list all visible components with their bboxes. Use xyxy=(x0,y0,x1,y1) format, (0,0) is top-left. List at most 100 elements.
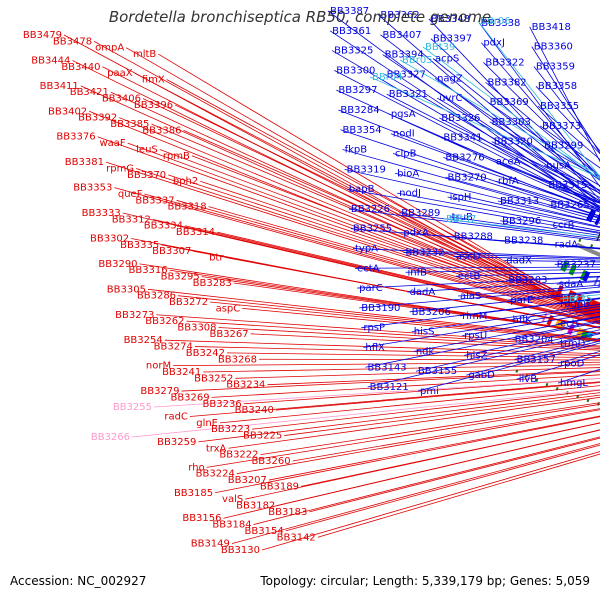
forward-gene-label: BB3320 xyxy=(494,137,533,148)
forward-gene-label: BB3326 xyxy=(441,113,480,124)
reverse-gene-label: BB3183 xyxy=(268,507,307,518)
reverse-gene-label: BB3130 xyxy=(221,545,260,556)
forward-gene-label: BB3121 xyxy=(370,382,409,393)
reverse-gene-label: BB3307 xyxy=(152,246,191,257)
forward-connector xyxy=(491,141,600,194)
forward-connector xyxy=(535,85,600,155)
forward-connector xyxy=(340,129,600,217)
reverse-gene-label: BB3185 xyxy=(174,488,213,499)
reverse-connector xyxy=(183,130,600,313)
forward-connector xyxy=(537,105,600,161)
forward-gene-label: truB xyxy=(452,212,473,223)
forward-gene-label: nodI xyxy=(393,129,415,140)
forward-gene-label: BB3155 xyxy=(418,366,457,377)
forward-connector xyxy=(367,331,600,388)
forward-gene-label: BB3387 xyxy=(330,6,369,17)
forward-gene-label: hflX xyxy=(365,342,385,353)
reverse-gene-label: bph2 xyxy=(173,176,198,187)
rna-connector xyxy=(477,20,600,178)
forward-gene-label: BB3297 xyxy=(338,85,377,96)
forward-gene-label: ccrB xyxy=(553,220,575,231)
reverse-gene-label: BB3333 xyxy=(82,208,121,219)
forward-connector xyxy=(415,329,600,372)
reverse-gene-label: BB3254 xyxy=(124,335,163,346)
forward-connector xyxy=(394,172,600,224)
reverse-gene-label: BB3272 xyxy=(169,297,208,308)
reverse-connector xyxy=(122,212,600,325)
genome-title: Bordetella bronchiseptica RB50, complete… xyxy=(108,8,492,26)
forward-gene-label: BB3327 xyxy=(387,69,426,80)
forward-connector xyxy=(516,354,600,380)
forward-gene-label: fkpB xyxy=(345,145,368,156)
forward-gene-label: BB3284 xyxy=(340,105,379,116)
reverse-gene-label: BB3314 xyxy=(176,227,215,238)
forward-gene-label: pdxA xyxy=(403,228,429,239)
gene-block xyxy=(596,304,600,316)
forward-gene-label: ispH xyxy=(450,192,472,203)
forward-connector xyxy=(434,77,600,192)
reverse-connector xyxy=(189,381,600,417)
reverse-gene-label: trxA xyxy=(206,443,227,454)
reverse-gene-label: BB3240 xyxy=(235,405,274,416)
reverse-connector xyxy=(168,174,600,317)
forward-gene-label: BB3338 xyxy=(481,18,520,29)
reverse-connector xyxy=(211,374,600,398)
reverse-connector xyxy=(186,320,600,348)
forward-gene-label: BB3362 xyxy=(380,10,419,21)
forward-gene-label: BB3313 xyxy=(500,196,539,207)
accession-text: Accession: NC_002927 xyxy=(10,574,147,588)
forward-connector xyxy=(439,117,600,199)
forward-connector xyxy=(413,316,600,352)
pseudo-gene-label: BB3266 xyxy=(91,432,130,443)
forward-connector xyxy=(483,62,600,178)
forward-connector xyxy=(500,220,600,236)
rna-connector xyxy=(369,76,600,179)
rna-gene-label: BBr06 xyxy=(480,16,511,27)
forward-connector xyxy=(548,204,600,218)
forward-gene-label: BB3361 xyxy=(332,26,371,37)
reverse-gene-label: BB3335 xyxy=(120,240,159,251)
forward-connector xyxy=(352,248,600,259)
forward-connector xyxy=(417,342,600,392)
forward-gene-label: pmi xyxy=(420,386,439,397)
forward-gene-label: alaS xyxy=(460,291,481,302)
forward-connector xyxy=(514,337,600,360)
forward-connector xyxy=(541,145,600,179)
forward-gene-label: infB xyxy=(408,267,428,278)
forward-connector xyxy=(457,284,600,297)
forward-connector xyxy=(478,22,600,188)
forward-gene-label: ndk xyxy=(416,346,435,357)
reverse-connector xyxy=(231,443,600,545)
gene-block xyxy=(554,318,563,330)
forward-connector xyxy=(344,168,600,228)
reverse-connector xyxy=(235,367,600,379)
forward-gene-label: hisS xyxy=(414,327,435,338)
reverse-connector xyxy=(216,231,600,323)
reverse-connector xyxy=(80,85,600,319)
rna-connector xyxy=(399,59,600,177)
reverse-gene-label: BB3207 xyxy=(228,475,267,486)
reverse-gene-label: BB3262 xyxy=(145,316,184,327)
forward-gene-label: BB3237 xyxy=(557,259,596,270)
forward-gene-label: nodJ xyxy=(399,188,421,199)
gene-block xyxy=(584,331,594,343)
reverse-gene-label: BB3421 xyxy=(70,87,109,98)
gene-block xyxy=(588,299,597,313)
pseudo-connector xyxy=(153,377,600,408)
forward-gene-label: rpoD xyxy=(560,358,585,369)
forward-gene-label: BB3354 xyxy=(343,125,382,136)
forward-gene-label: bapB xyxy=(349,184,375,195)
forward-connector xyxy=(386,93,600,204)
forward-gene-label: nagZ xyxy=(437,73,463,84)
forward-connector xyxy=(506,275,600,281)
reverse-gene-label: BB3260 xyxy=(251,456,290,467)
forward-connector xyxy=(481,42,600,181)
reverse-gene-label: BB3318 xyxy=(167,202,206,213)
forward-gene-label: BB3358 xyxy=(538,81,577,92)
forward-connector xyxy=(346,188,600,234)
reverse-connector xyxy=(284,394,600,436)
forward-connector xyxy=(460,298,600,317)
forward-gene-label: parE xyxy=(510,295,533,306)
forward-connector xyxy=(397,192,600,232)
